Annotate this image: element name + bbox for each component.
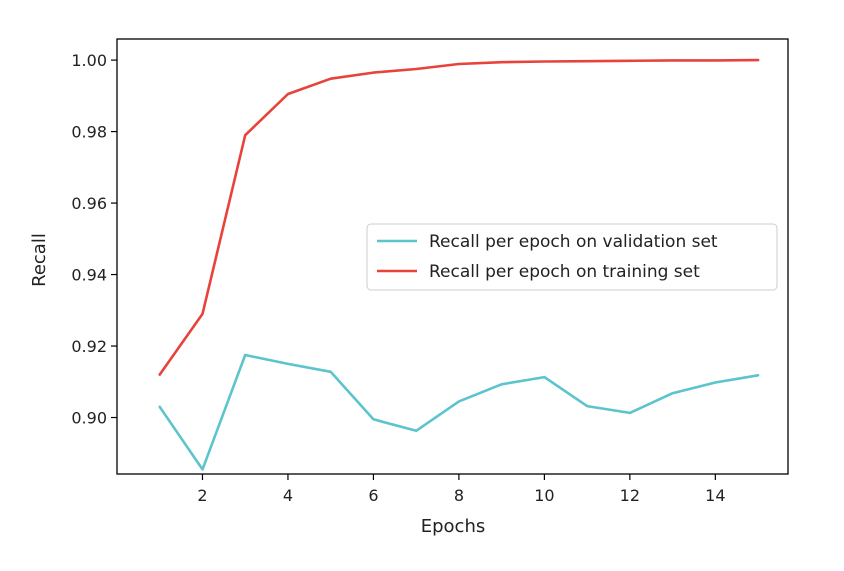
plot-area: 2 4 6 8 10 12 14 0.90 0.92 0.94 0.96 0.98 1.00 Recall… <box>71 38 789 505</box>
x-axis-label: Epochs <box>421 516 486 537</box>
y-tick-label: 0.98 <box>71 123 107 142</box>
legend-label-training: Recall per epoch on training set <box>429 262 700 282</box>
x-tick-label: 8 <box>454 486 464 505</box>
y-tick-label: 0.94 <box>71 266 107 285</box>
y-tick-label: 1.00 <box>71 51 107 70</box>
legend-label-validation: Recall per epoch on validation set <box>429 232 718 252</box>
x-tick-label: 2 <box>197 486 207 505</box>
y-tick-label: 0.92 <box>71 337 107 356</box>
legend-box <box>366 223 778 291</box>
x-tick-label: 6 <box>368 486 378 505</box>
y-tick-label: 0.96 <box>71 194 107 213</box>
y-axis-label: Recall <box>29 233 50 287</box>
x-tick-label: 4 <box>283 486 293 505</box>
validation-recall-line <box>158 353 760 471</box>
y-tick-label: 0.90 <box>71 409 107 428</box>
axes-frame <box>116 38 789 475</box>
x-tick-label: 12 <box>620 486 640 505</box>
training-recall-line <box>158 58 760 376</box>
x-tick-label: 10 <box>534 486 554 505</box>
x-tick-label: 14 <box>705 486 725 505</box>
